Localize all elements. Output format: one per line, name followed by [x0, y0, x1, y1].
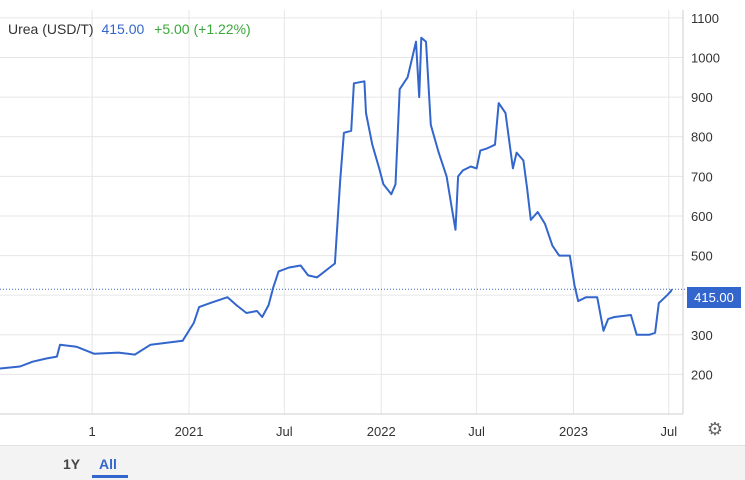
x-tick-label: Jul — [276, 424, 293, 439]
last-price-tag: 415.00 — [687, 287, 741, 308]
chart-header: Urea (USD/T) 415.00 +5.00 (+1.22%) — [8, 21, 251, 37]
y-tick-label: 200 — [691, 367, 713, 382]
y-tick-label: 1000 — [691, 51, 720, 66]
instrument-name: Urea (USD/T) — [8, 21, 94, 37]
x-tick-label: 2022 — [367, 424, 396, 439]
active-range-indicator — [92, 475, 128, 478]
y-tick-label: 900 — [691, 90, 713, 105]
range-selector-bar: 1Y All — [0, 445, 745, 480]
y-tick-label: 800 — [691, 130, 713, 145]
y-tick-label: 1100 — [691, 11, 719, 26]
y-tick-label: 700 — [691, 169, 713, 184]
series-line — [0, 36, 673, 370]
x-tick-label: 2023 — [559, 424, 588, 439]
gear-icon[interactable]: ⚙ — [706, 419, 724, 439]
price-change: +5.00 (+1.22%) — [154, 21, 251, 37]
x-tick-label: 2021 — [175, 424, 204, 439]
x-tick-label: Jul — [660, 424, 677, 439]
y-tick-label: 600 — [691, 209, 713, 224]
range-1y-button[interactable]: 1Y — [63, 456, 81, 472]
current-price: 415.00 — [101, 21, 145, 37]
range-all-button[interactable]: All — [99, 456, 117, 472]
x-tick-label: 1 — [89, 424, 96, 439]
y-tick-label: 500 — [691, 249, 713, 264]
y-tick-label: 300 — [691, 328, 713, 343]
x-tick-label: Jul — [468, 424, 485, 439]
